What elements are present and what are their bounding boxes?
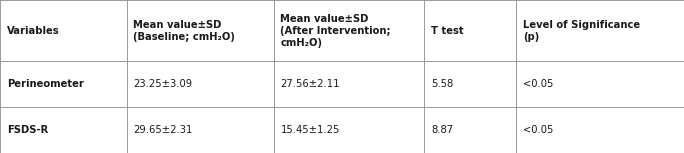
- Text: T test: T test: [431, 26, 464, 36]
- Bar: [516, 61, 684, 107]
- Bar: [274, 61, 424, 107]
- Bar: [424, 107, 516, 153]
- Text: Variables: Variables: [7, 26, 60, 36]
- Text: Mean value±SD
(Baseline; cmH₂O): Mean value±SD (Baseline; cmH₂O): [133, 20, 235, 42]
- Bar: [424, 0, 516, 61]
- Bar: [127, 61, 274, 107]
- Bar: [127, 0, 274, 61]
- Bar: [516, 0, 684, 61]
- Bar: [516, 107, 684, 153]
- Text: 15.45±1.25: 15.45±1.25: [280, 125, 340, 135]
- Text: 23.25±3.09: 23.25±3.09: [133, 79, 192, 89]
- Text: 29.65±2.31: 29.65±2.31: [133, 125, 193, 135]
- Bar: [274, 107, 424, 153]
- Text: <0.05: <0.05: [523, 79, 553, 89]
- Text: Mean value±SD
(After Intervention;
cmH₂O): Mean value±SD (After Intervention; cmH₂O…: [280, 14, 391, 48]
- Text: <0.05: <0.05: [523, 125, 553, 135]
- Text: FSDS-R: FSDS-R: [7, 125, 48, 135]
- Bar: [424, 61, 516, 107]
- Text: 5.58: 5.58: [431, 79, 453, 89]
- Bar: [0, 107, 127, 153]
- Bar: [0, 0, 127, 61]
- Bar: [274, 0, 424, 61]
- Text: Perineometer: Perineometer: [7, 79, 83, 89]
- Bar: [0, 61, 127, 107]
- Text: 27.56±2.11: 27.56±2.11: [280, 79, 340, 89]
- Bar: [127, 107, 274, 153]
- Text: 8.87: 8.87: [431, 125, 453, 135]
- Text: Level of Significance
(p): Level of Significance (p): [523, 20, 640, 42]
